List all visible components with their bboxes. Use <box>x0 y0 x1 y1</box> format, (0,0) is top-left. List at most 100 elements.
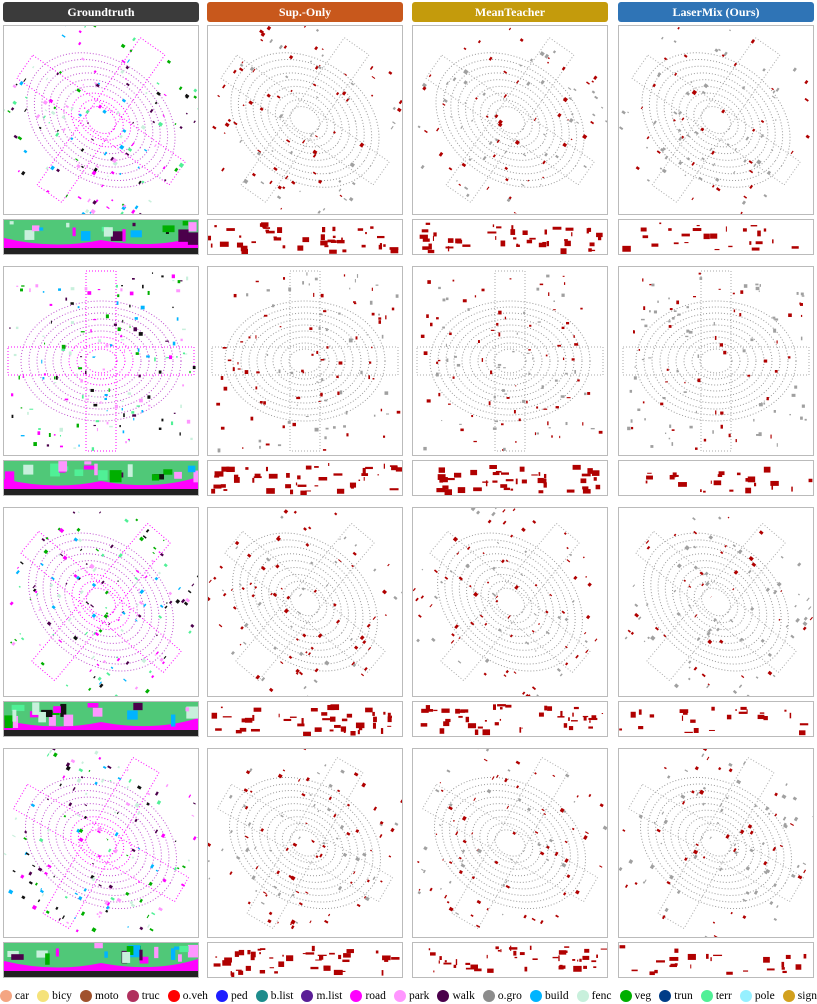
error-mark <box>234 951 239 957</box>
point <box>492 154 496 158</box>
point <box>502 449 505 451</box>
point <box>451 633 455 637</box>
error-mark <box>568 726 574 731</box>
point <box>322 844 326 848</box>
point <box>562 97 569 103</box>
point <box>46 828 51 832</box>
point <box>372 616 376 621</box>
scan-ring <box>437 532 583 672</box>
point <box>97 288 101 291</box>
point <box>96 428 99 432</box>
point <box>632 584 636 588</box>
point <box>23 837 27 841</box>
point <box>59 427 64 432</box>
point <box>123 678 127 682</box>
point <box>715 177 720 182</box>
point <box>555 154 559 159</box>
error-mark <box>487 231 497 234</box>
point <box>301 587 305 591</box>
point <box>463 80 468 85</box>
point <box>106 410 108 412</box>
point <box>551 435 553 438</box>
legend-swatch <box>167 990 180 1002</box>
range-object <box>127 710 138 720</box>
point <box>234 540 240 546</box>
legend-label: build <box>544 990 569 1002</box>
point <box>505 178 509 182</box>
error-mark <box>582 955 590 960</box>
point <box>343 536 347 540</box>
point <box>522 399 526 403</box>
point <box>763 861 768 866</box>
point <box>11 393 14 397</box>
point <box>669 424 672 428</box>
point <box>500 423 504 426</box>
legend-label: pole <box>754 990 775 1002</box>
point <box>763 402 766 405</box>
scan-ring <box>678 85 754 155</box>
point <box>221 589 225 592</box>
point <box>548 427 551 429</box>
point <box>93 318 97 321</box>
range-object <box>4 715 13 729</box>
point <box>448 167 453 171</box>
point <box>502 389 505 392</box>
point <box>704 571 709 576</box>
range-image <box>619 945 807 976</box>
point <box>117 777 122 781</box>
point <box>315 28 320 32</box>
point <box>185 94 190 99</box>
point <box>138 212 143 216</box>
error-mark <box>320 240 328 246</box>
scan-ring <box>655 790 777 896</box>
point <box>338 559 342 563</box>
error-mark <box>302 237 310 243</box>
point <box>146 914 150 919</box>
point <box>548 292 550 296</box>
error-mark <box>387 712 391 717</box>
error-mark <box>422 238 430 242</box>
error-mark <box>226 466 235 473</box>
point <box>490 329 495 331</box>
point <box>66 921 70 925</box>
point <box>673 310 677 313</box>
error-mark <box>465 716 470 723</box>
error-mark <box>638 726 644 730</box>
point <box>187 589 192 594</box>
point <box>241 586 245 591</box>
point <box>15 326 19 330</box>
range-object <box>87 703 99 708</box>
error-mark <box>601 713 604 715</box>
point <box>562 275 565 277</box>
point <box>346 433 349 437</box>
point <box>280 661 284 665</box>
scan-ring <box>288 348 322 374</box>
point <box>702 856 706 859</box>
error-mark <box>358 479 361 482</box>
point <box>266 93 271 98</box>
point <box>98 511 102 514</box>
point <box>101 580 105 585</box>
point <box>498 310 502 315</box>
point <box>248 100 254 105</box>
point <box>127 926 129 928</box>
error-mark <box>295 482 298 486</box>
point <box>337 391 340 395</box>
column-header: Sup.-Only <box>207 2 403 22</box>
point <box>533 612 537 616</box>
point <box>568 118 574 123</box>
point <box>718 516 722 520</box>
point <box>766 170 772 175</box>
point <box>65 582 68 585</box>
error-mark <box>327 704 335 711</box>
range-view <box>618 701 814 737</box>
error-mark <box>357 730 360 735</box>
error-mark <box>750 225 758 227</box>
point <box>163 655 167 659</box>
point <box>448 403 451 405</box>
point <box>259 401 263 404</box>
scan-ring <box>450 65 570 175</box>
point <box>125 802 131 807</box>
error-mark <box>589 249 596 252</box>
error-mark <box>572 464 581 470</box>
